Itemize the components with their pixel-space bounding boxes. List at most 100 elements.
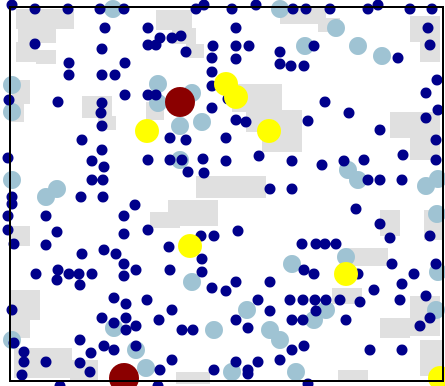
dark-blue-agent	[52, 96, 64, 108]
dark-blue-agent	[232, 225, 244, 237]
dark-blue-agent	[74, 279, 86, 291]
dark-blue-agent	[118, 270, 130, 282]
dark-blue-agent	[150, 39, 162, 51]
dark-blue-agent	[96, 69, 108, 81]
dark-blue-agent	[52, 264, 64, 276]
dark-blue-agent	[220, 132, 232, 144]
light-blue-agent	[337, 248, 355, 266]
dark-blue-agent	[394, 294, 406, 306]
dark-blue-agent	[98, 161, 110, 173]
light-blue-agent	[373, 47, 391, 65]
dark-blue-agent	[108, 292, 120, 304]
dark-blue-agent	[6, 304, 18, 316]
dark-blue-agent	[187, 324, 199, 336]
dark-blue-agent	[176, 154, 188, 166]
dark-blue-agent	[120, 324, 132, 336]
dark-blue-agent	[396, 278, 408, 290]
dark-blue-agent	[220, 285, 232, 297]
dark-blue-agent	[180, 134, 192, 146]
dark-blue-agent	[253, 150, 265, 162]
dark-blue-agent	[119, 89, 131, 101]
dark-blue-agent	[108, 344, 120, 356]
dark-blue-agent	[120, 312, 132, 324]
dark-blue-agent	[63, 57, 75, 69]
dark-blue-agent	[396, 344, 408, 356]
light-blue-agent	[137, 359, 155, 377]
dark-blue-agent	[108, 317, 120, 329]
dark-blue-agent	[30, 268, 42, 280]
yellow-agent	[334, 262, 358, 286]
dark-blue-agent	[372, 0, 384, 11]
light-blue-agent	[223, 363, 241, 381]
dark-blue-agent	[6, 0, 18, 11]
dark-blue-agent	[176, 324, 188, 336]
dark-blue-agent	[243, 40, 255, 52]
dark-blue-agent	[264, 305, 276, 317]
light-blue-agent	[183, 273, 201, 291]
dark-blue-agent	[2, 210, 14, 222]
dark-blue-agent	[207, 40, 219, 52]
dark-blue-agent	[196, 253, 208, 265]
dark-blue-agent	[420, 290, 432, 302]
dark-blue-agent	[392, 52, 404, 64]
light-blue-agent	[271, 331, 289, 349]
dark-blue-agent	[308, 268, 320, 280]
dark-blue-agent	[252, 356, 264, 368]
light-blue-agent	[193, 113, 211, 131]
dark-blue-agent	[364, 344, 376, 356]
dark-blue-agent	[96, 144, 108, 156]
dark-blue-agent	[40, 210, 52, 222]
dark-blue-agent	[142, 154, 154, 166]
dark-blue-agent	[308, 40, 320, 52]
dark-blue-agent	[98, 340, 110, 352]
dark-blue-agent	[198, 0, 210, 11]
dark-blue-agent	[343, 107, 355, 119]
dark-blue-agent	[252, 294, 264, 306]
dark-blue-agent	[354, 296, 366, 308]
dark-blue-agent	[286, 344, 298, 356]
gray-patch	[176, 372, 210, 384]
dark-blue-agent	[298, 60, 310, 72]
dark-blue-agent	[404, 3, 416, 15]
dark-blue-agent	[99, 22, 111, 34]
light-blue-agent	[287, 363, 305, 381]
dark-blue-agent	[287, 3, 299, 15]
dark-blue-agent	[29, 3, 41, 15]
dark-blue-agent	[142, 39, 154, 51]
dark-blue-agent	[141, 294, 153, 306]
gray-patch	[196, 176, 266, 198]
gray-patch	[348, 248, 388, 266]
dark-blue-agent	[362, 174, 374, 186]
dark-blue-agent	[180, 46, 192, 58]
light-blue-agent	[149, 75, 167, 93]
dark-blue-agent	[62, 3, 74, 15]
dark-blue-agent	[384, 232, 396, 244]
light-blue-agent	[48, 180, 66, 198]
yellow-agent	[178, 234, 202, 258]
dark-blue-agent	[264, 276, 276, 288]
dark-blue-agent	[358, 154, 370, 166]
dark-blue-agent	[274, 58, 286, 70]
gray-patch	[156, 10, 192, 30]
dark-blue-agent	[424, 312, 436, 324]
dark-blue-agent	[309, 294, 321, 306]
dark-blue-agent	[197, 153, 209, 165]
dark-blue-agent	[196, 266, 208, 278]
dark-blue-agent	[163, 241, 175, 253]
dark-blue-agent	[84, 366, 96, 378]
dark-blue-agent	[130, 264, 142, 276]
gray-patch	[380, 318, 410, 338]
dark-blue-agent	[164, 154, 176, 166]
dark-blue-agent	[374, 174, 386, 186]
dark-blue-agent	[76, 248, 88, 260]
dark-blue-agent	[119, 57, 131, 69]
dark-blue-agent	[97, 174, 109, 186]
dark-blue-agent	[422, 22, 434, 34]
dark-blue-agent	[2, 224, 14, 236]
dark-blue-agent	[175, 30, 187, 42]
dark-blue-agent	[166, 32, 178, 44]
dark-blue-agent	[397, 149, 409, 161]
dark-blue-agent	[420, 87, 432, 99]
dark-blue-agent	[40, 356, 52, 368]
gray-patch	[36, 50, 56, 64]
